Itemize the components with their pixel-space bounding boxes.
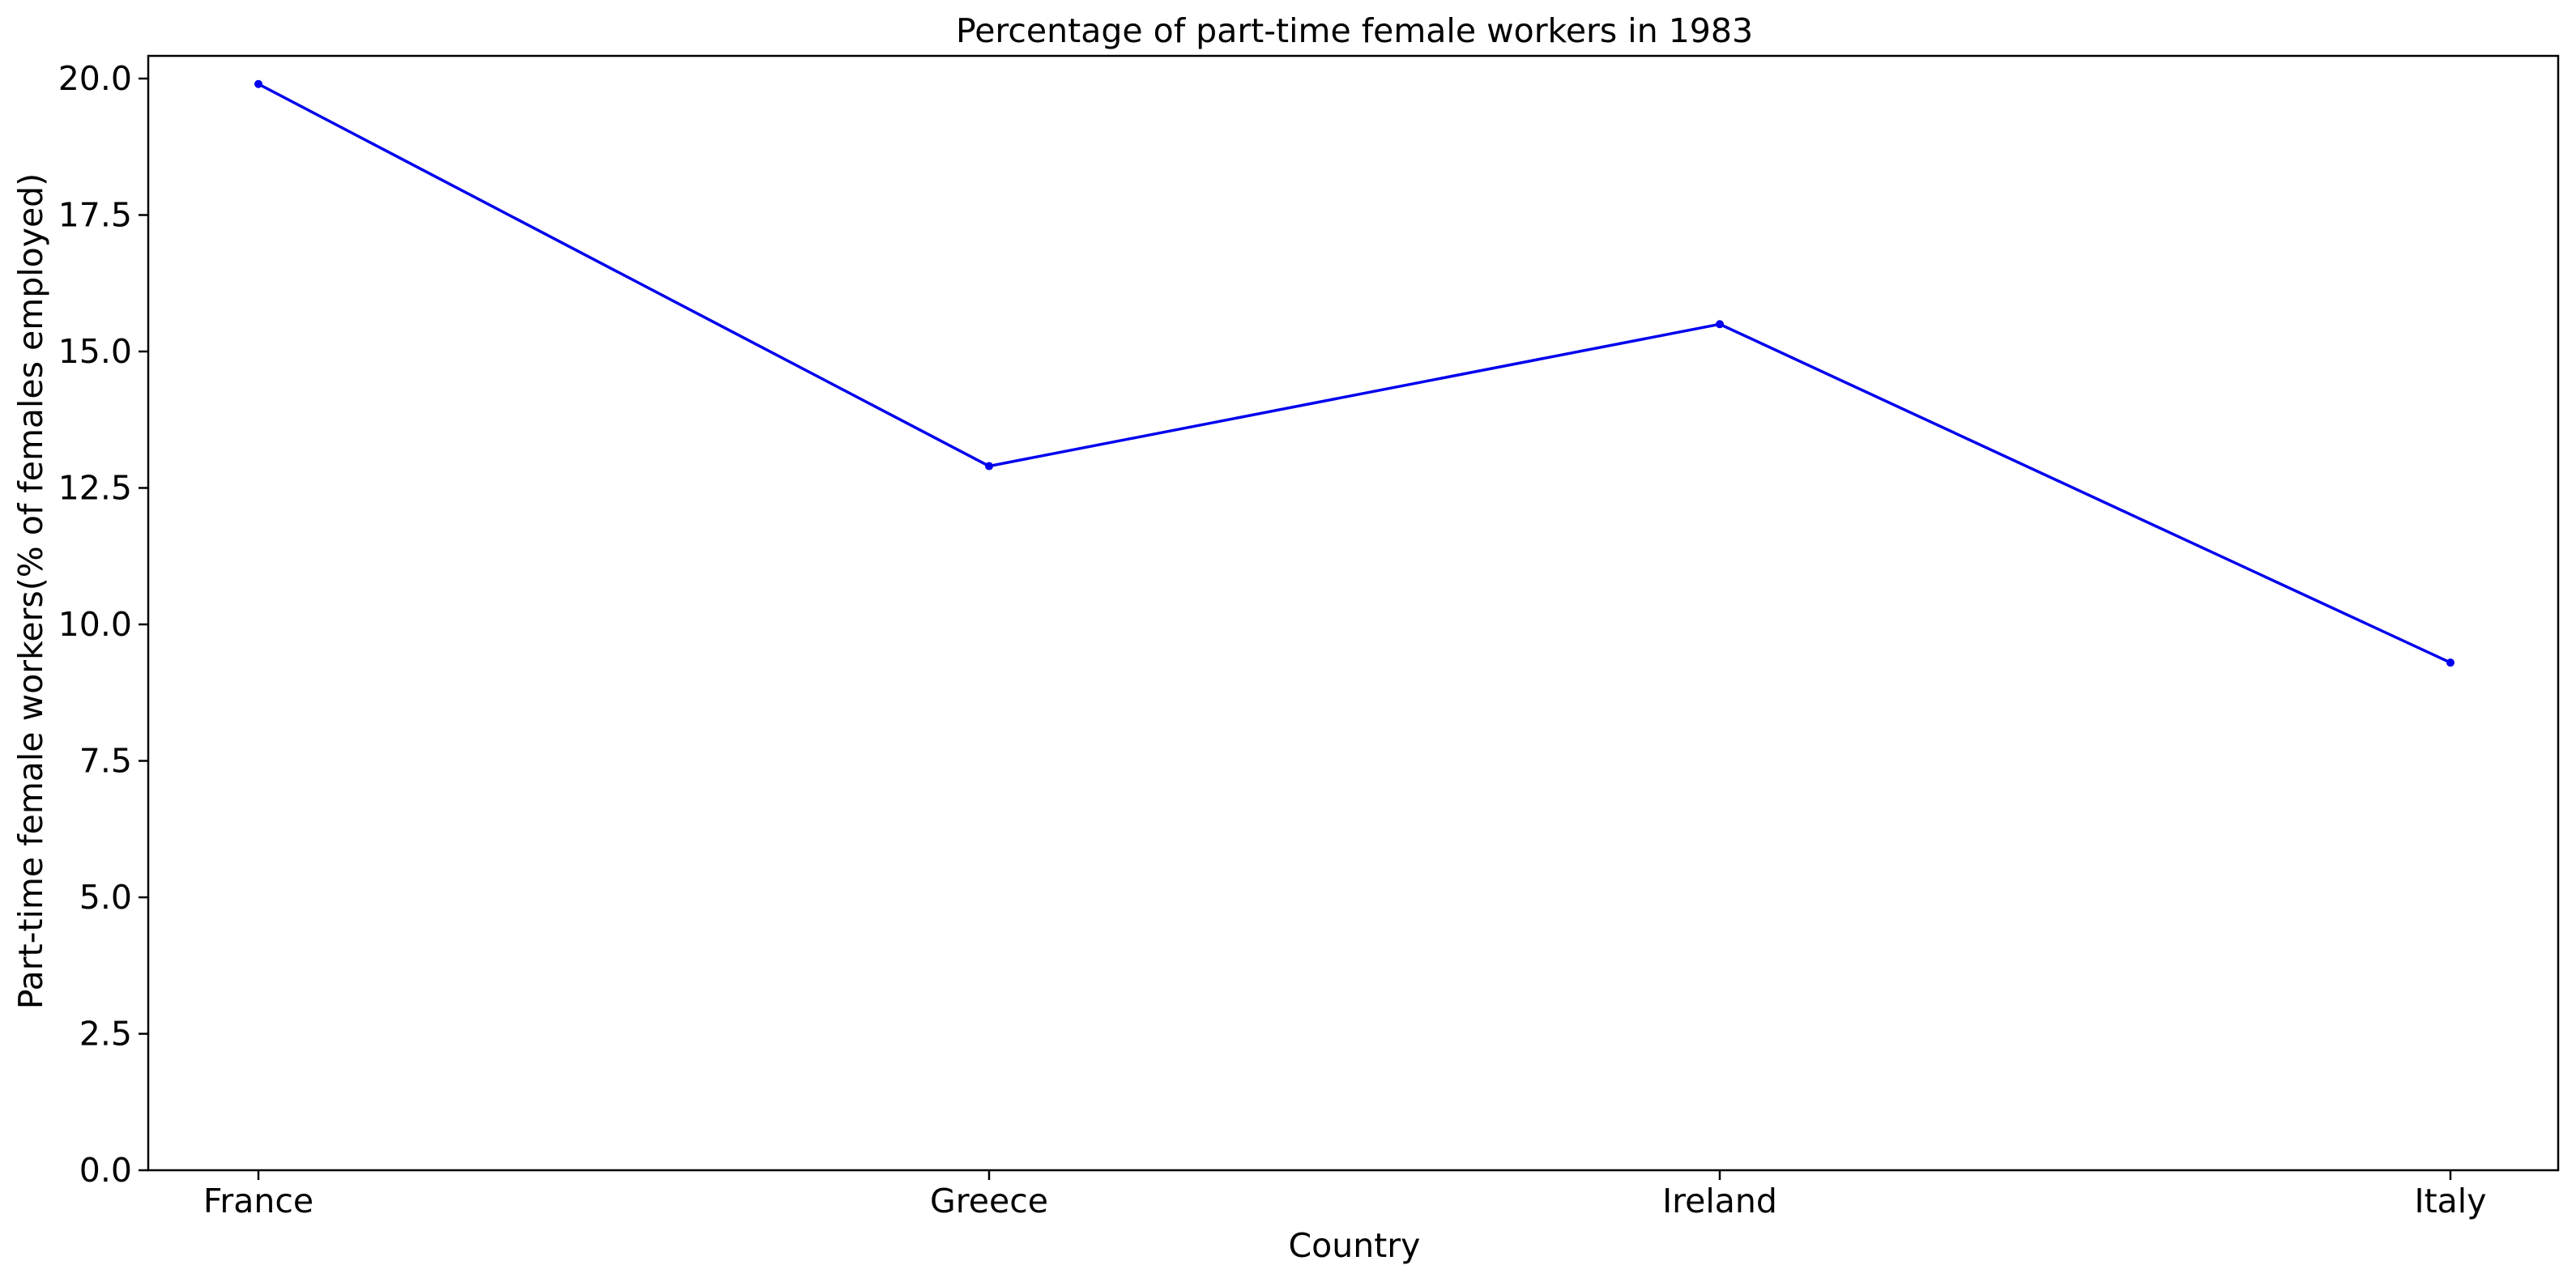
y-tick-label: 0.0 — [79, 1151, 132, 1190]
plot-frame — [147, 54, 2560, 1172]
y-tick-label: 17.5 — [58, 196, 132, 235]
series-line — [258, 83, 2451, 664]
y-tick-label: 20.0 — [58, 59, 132, 98]
y-axis-ticks: 0.0 2.5 5.0 7.5 10.0 12.5 15.0 17.5 20.0 — [58, 59, 148, 1190]
y-axis-label: Part-time female workers(% of females em… — [11, 173, 50, 1009]
y-tick-label: 10.0 — [58, 605, 132, 644]
data-point-france — [254, 79, 262, 88]
chart-title: Percentage of part-time female workers i… — [956, 11, 1753, 50]
data-point-italy — [2446, 658, 2454, 667]
data-point-ireland — [1716, 320, 1724, 329]
x-tick-label: Greece — [930, 1182, 1048, 1220]
y-tick-label: 5.0 — [79, 878, 132, 917]
x-tick-label: Ireland — [1662, 1182, 1777, 1220]
x-tick-label: France — [203, 1182, 313, 1220]
y-tick-label: 15.0 — [58, 332, 132, 371]
x-tick-label: Italy — [2415, 1182, 2487, 1220]
data-point-greece — [985, 462, 993, 471]
plot-area — [254, 79, 2454, 667]
y-tick-label: 12.5 — [58, 469, 132, 508]
y-tick-label: 7.5 — [79, 742, 132, 781]
x-axis-ticks: France Greece Ireland Italy — [203, 1170, 2487, 1220]
y-tick-label: 2.5 — [79, 1015, 132, 1054]
x-axis-label: Country — [1289, 1226, 1421, 1265]
